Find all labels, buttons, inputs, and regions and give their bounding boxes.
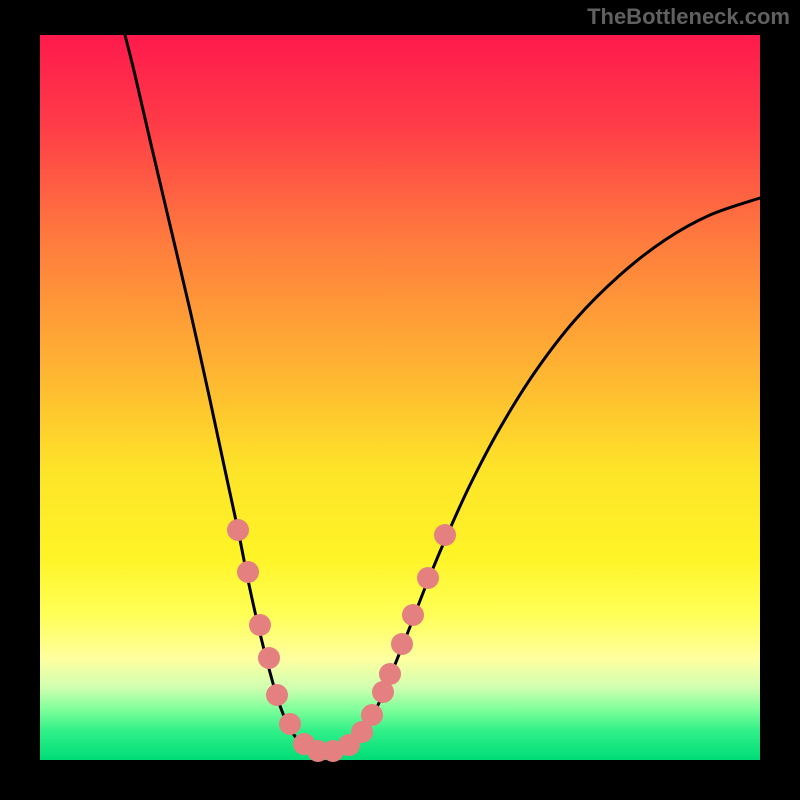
- data-dot: [258, 647, 280, 669]
- data-dot: [237, 561, 259, 583]
- data-dot: [391, 633, 413, 655]
- data-dot: [434, 524, 456, 546]
- data-dot: [361, 704, 383, 726]
- data-dot: [266, 684, 288, 706]
- data-dot: [417, 567, 439, 589]
- data-dot: [379, 663, 401, 685]
- data-dot: [402, 604, 424, 626]
- chart-svg: [0, 0, 800, 800]
- watermark-text: TheBottleneck.com: [587, 4, 790, 30]
- data-dot: [227, 519, 249, 541]
- data-dot: [279, 713, 301, 735]
- data-dot: [249, 614, 271, 636]
- chart-frame: TheBottleneck.com: [0, 0, 800, 800]
